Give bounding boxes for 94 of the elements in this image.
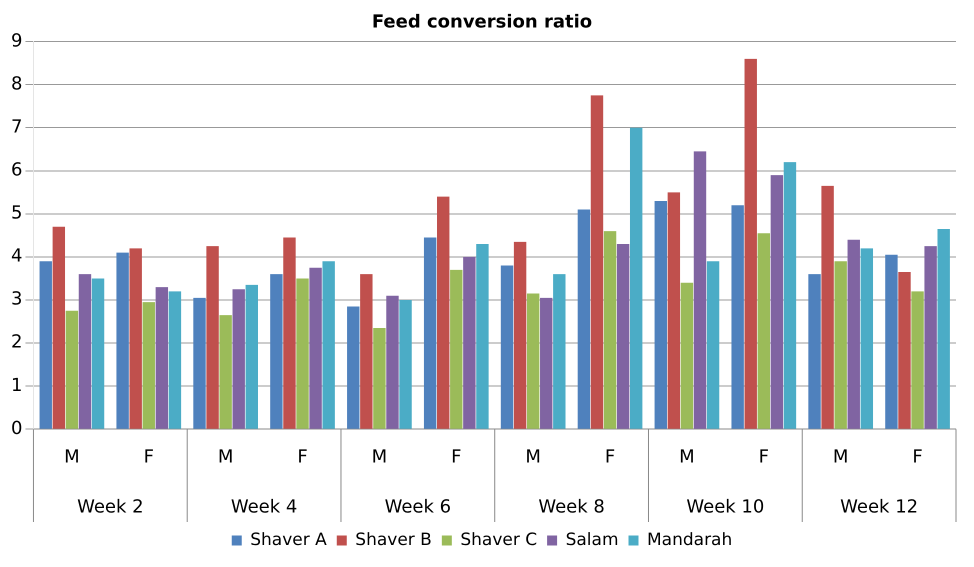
x-tick-label: M	[525, 446, 541, 468]
legend-label: Mandarah	[647, 530, 732, 550]
bar	[360, 274, 373, 429]
bar	[296, 278, 309, 429]
bar	[590, 95, 604, 429]
y-tick-label: 9	[11, 30, 22, 52]
bar	[386, 296, 399, 429]
x-tick-label: F	[604, 446, 616, 468]
x-tick-label: F	[912, 446, 923, 468]
bar	[911, 291, 924, 429]
text: Week 6	[384, 496, 452, 518]
bar	[232, 289, 245, 429]
bar	[834, 261, 847, 429]
bar	[860, 248, 874, 429]
text: Week 8	[538, 496, 605, 518]
bar	[52, 226, 66, 429]
bar	[92, 278, 104, 429]
x-tick-label: M	[679, 446, 695, 468]
bar	[578, 210, 590, 429]
bar	[924, 246, 937, 429]
x-tick-label: M	[372, 446, 388, 468]
bar	[731, 205, 744, 429]
bar	[668, 192, 680, 429]
y-tick-label: 2	[11, 332, 22, 353]
bar	[78, 274, 92, 429]
y-tick-label: 8	[11, 73, 22, 94]
y-tick-label: 5	[11, 202, 22, 224]
bar	[206, 246, 219, 429]
bar	[116, 252, 129, 429]
bar	[680, 282, 694, 429]
x-tick-label: M	[64, 446, 80, 468]
y-tick-label: 0	[11, 418, 22, 439]
bar	[246, 284, 258, 429]
x-tick-label: F	[144, 446, 154, 468]
text: Week 4	[230, 496, 298, 518]
bar	[219, 315, 232, 429]
bar	[476, 244, 489, 429]
legend-label: Salam	[566, 530, 619, 550]
bar	[66, 310, 78, 429]
bar	[808, 274, 821, 429]
bar	[309, 268, 322, 429]
bar	[770, 175, 784, 429]
text: Week 12	[840, 496, 918, 518]
bar	[283, 238, 296, 429]
bar	[40, 261, 52, 429]
bar	[270, 274, 283, 429]
bar	[156, 287, 168, 429]
bar	[553, 274, 566, 429]
legend-label: Shaver B	[355, 530, 432, 550]
y-tick-label: 7	[11, 116, 22, 138]
bar	[373, 328, 386, 429]
bar	[604, 231, 616, 429]
legend-label: Shaver C	[460, 530, 538, 550]
bar	[885, 254, 898, 429]
text: Week 10	[686, 496, 764, 518]
bar	[898, 272, 911, 429]
bar	[399, 300, 412, 429]
y-tick-label: 3	[11, 288, 22, 310]
bar	[500, 266, 514, 429]
bar	[129, 248, 142, 429]
bar	[168, 291, 182, 429]
bar	[937, 228, 950, 429]
x-tick-label: M	[218, 446, 234, 468]
bar	[694, 151, 706, 429]
x-tick-label: F	[297, 446, 308, 468]
chart-title: Feed conversion ratio	[372, 11, 592, 32]
y-tick-label: 1	[11, 374, 22, 396]
bar	[526, 294, 540, 429]
bar	[848, 240, 860, 429]
y-tick-label: 4	[11, 246, 22, 267]
bar	[654, 200, 667, 429]
x-tick-label: F	[451, 446, 462, 468]
bar	[193, 298, 206, 429]
bar	[616, 244, 630, 429]
bar	[450, 270, 462, 429]
bar	[821, 186, 834, 429]
x-tick-label: F	[758, 446, 769, 468]
bar	[514, 242, 526, 429]
bar	[630, 128, 642, 429]
bar	[540, 298, 552, 429]
bar	[758, 233, 770, 429]
bar	[463, 256, 476, 429]
x-tick-label: M	[832, 446, 848, 468]
y-tick-label: 6	[11, 159, 22, 180]
bar	[706, 261, 720, 429]
text: Week 2	[77, 496, 144, 518]
bar	[347, 306, 360, 429]
bar	[424, 238, 436, 429]
bar	[142, 302, 155, 429]
legend-label: Shaver A	[250, 530, 328, 550]
bar	[744, 58, 757, 429]
bar	[322, 261, 335, 429]
bar	[784, 162, 796, 429]
bar	[437, 196, 450, 429]
